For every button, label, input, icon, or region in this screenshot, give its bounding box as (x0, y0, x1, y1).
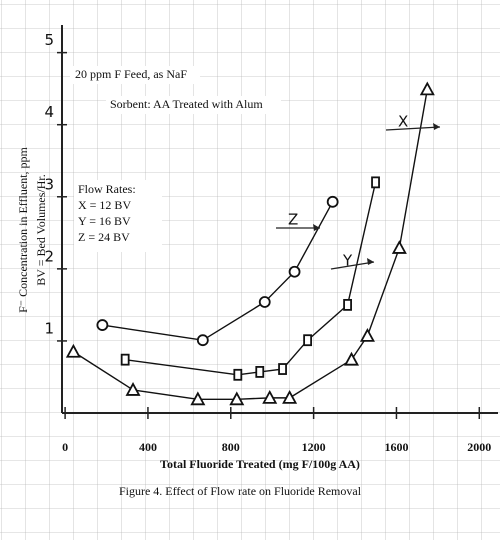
point (371, 176, 380, 189)
y-axis-note: BV = Bed Volumes/Hr. (34, 174, 48, 285)
y-tick-label: 2 (44, 247, 54, 265)
point (120, 353, 130, 366)
point (391, 240, 407, 254)
series-line (73, 89, 429, 401)
point (303, 334, 313, 347)
label-bg (70, 66, 200, 84)
point (190, 391, 206, 406)
x-tick-label: 1600 (384, 440, 408, 454)
legend-bg (74, 180, 162, 252)
x-tick-label: 800 (222, 440, 240, 454)
y-axis-label: F⁻ Concentration in Effluent, ppm (16, 146, 30, 312)
point (288, 265, 301, 278)
point (255, 366, 265, 378)
point (229, 391, 245, 406)
x-axis-label: Total Fluoride Treated (mg F/100g AA) (160, 457, 360, 471)
legend-line: Z = 24 BV (78, 230, 130, 244)
point (343, 351, 360, 366)
point (96, 319, 109, 331)
legend-line: Y = 16 BV (78, 214, 131, 228)
series-label: Z (288, 211, 298, 229)
series-label: Y (342, 252, 353, 270)
arrow-head (367, 258, 374, 265)
legend-title: Flow Rates: (78, 182, 136, 196)
series-label: X (398, 113, 408, 131)
x-tick-label: 400 (139, 440, 157, 454)
annotation: 20 ppm F Feed, as NaF (75, 67, 187, 81)
point (196, 334, 209, 347)
x-tick-label: 2000 (467, 440, 491, 454)
point (326, 195, 339, 208)
point (258, 296, 271, 308)
point (125, 382, 141, 396)
label-arrow (330, 261, 375, 270)
point (343, 298, 352, 311)
y-tick-label: 3 (44, 175, 54, 193)
point (419, 81, 435, 96)
caption: Figure 4. Effect of Flow rate on Fluorid… (119, 484, 362, 498)
y-tick-label: 1 (44, 319, 54, 337)
label-bg (106, 96, 281, 114)
x-tick-label: 1200 (302, 440, 326, 454)
y-tick-label: 5 (44, 31, 54, 49)
point (278, 363, 287, 375)
x-tick-label: 0 (62, 440, 68, 454)
point (359, 327, 375, 342)
point (282, 389, 298, 404)
arrow-head (313, 224, 320, 231)
point (233, 368, 243, 381)
point (65, 343, 81, 358)
point (262, 389, 278, 404)
annotation: Sorbent: AA Treated with Alum (110, 97, 263, 111)
label-arrow (385, 126, 441, 131)
y-tick-label: 4 (44, 103, 54, 121)
arrow-head (433, 123, 440, 130)
legend-line: X = 12 BV (78, 198, 131, 212)
